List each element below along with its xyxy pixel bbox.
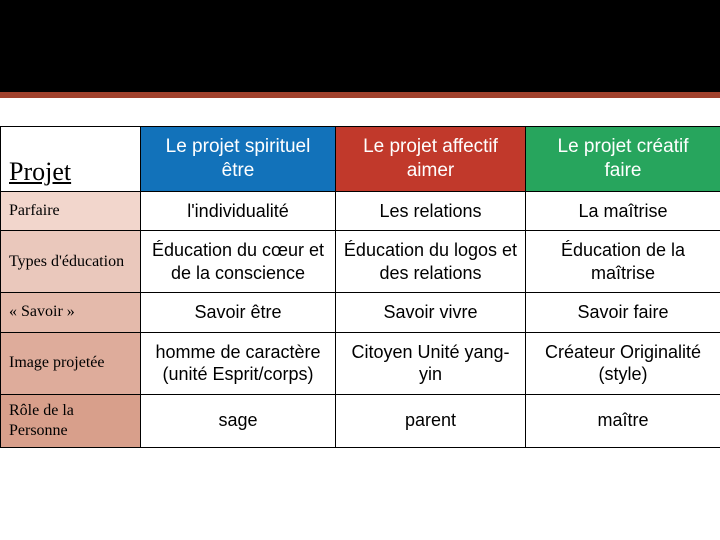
table-row: Image projetée homme de caractère (unité… (1, 332, 720, 394)
title-band (0, 0, 720, 92)
table-header-row: Projet Le projet spirituel être Le proje… (1, 127, 720, 192)
table-cell: Éducation du cœur et de la conscience (141, 231, 336, 293)
table-row: Parfaire l'individualité Les relations L… (1, 191, 720, 231)
col-header-line2: aimer (340, 159, 521, 183)
row-header: Types d'éducation (1, 231, 141, 293)
col-header-creatif: Le projet créatif faire (526, 127, 720, 192)
table-row: Types d'éducation Éducation du cœur et d… (1, 231, 720, 293)
table-cell: Savoir vivre (336, 293, 526, 333)
table-row: « Savoir » Savoir être Savoir vivre Savo… (1, 293, 720, 333)
table-cell: Créateur Originalité (style) (526, 332, 720, 394)
table-cell: Savoir faire (526, 293, 720, 333)
col-header-spirituel: Le projet spirituel être (141, 127, 336, 192)
col-header-line1: Le projet spirituel (145, 135, 331, 159)
table-cell: La maîtrise (526, 191, 720, 231)
row-header: Image projetée (1, 332, 141, 394)
corner-header: Projet (1, 127, 141, 192)
col-header-line2: faire (530, 159, 716, 183)
col-header-affectif: Le projet affectif aimer (336, 127, 526, 192)
table-cell: sage (141, 394, 336, 447)
col-header-line1: Le projet affectif (340, 135, 521, 159)
table-cell: l'individualité (141, 191, 336, 231)
table-cell: homme de caractère (unité Esprit/corps) (141, 332, 336, 394)
table-cell: maître (526, 394, 720, 447)
row-header: « Savoir » (1, 293, 141, 333)
row-header: Parfaire (1, 191, 141, 231)
table-cell: Citoyen Unité yang-yin (336, 332, 526, 394)
col-header-line2: être (145, 159, 331, 183)
table-cell: Éducation de la maîtrise (526, 231, 720, 293)
row-header: Rôle de la Personne (1, 394, 141, 447)
table-row: Rôle de la Personne sage parent maître (1, 394, 720, 447)
comparison-table: Projet Le projet spirituel être Le proje… (0, 126, 720, 448)
col-header-line1: Le projet créatif (530, 135, 716, 159)
table-cell: Savoir être (141, 293, 336, 333)
table-cell: parent (336, 394, 526, 447)
table-cell: Les relations (336, 191, 526, 231)
table-cell: Éducation du logos et des relations (336, 231, 526, 293)
spacer (0, 98, 720, 126)
